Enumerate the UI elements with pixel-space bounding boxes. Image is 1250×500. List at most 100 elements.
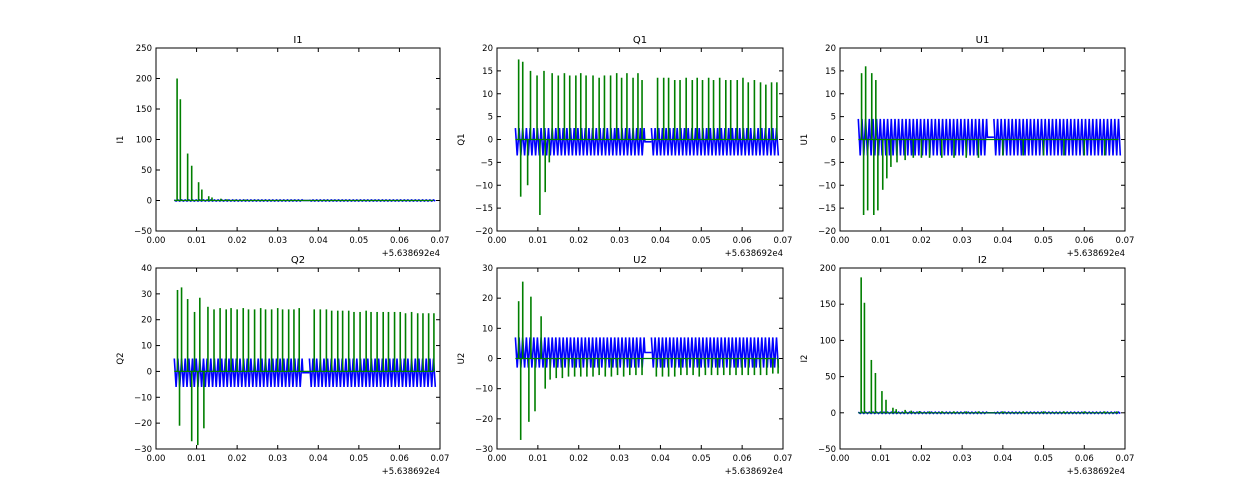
subplot-u2: 0.00 0.01 0.02 0.03 0.04 0.05 0.06 0.07 30 20 10 0 −… (457, 255, 792, 477)
x-tick-label: 0.00 (831, 454, 850, 464)
x-tick-label: 0.07 (774, 236, 793, 246)
y-tick-label: 15 (482, 67, 493, 77)
y-tick-label: 0 (831, 136, 836, 146)
axes-frame (155, 47, 441, 232)
x-tick-label: 0.00 (488, 454, 507, 464)
x-tick-label: 0.02 (912, 454, 931, 464)
y-tick-label: −50 (134, 227, 152, 237)
x-offset-label: +5.638692e4 (382, 249, 440, 259)
y-tick-label: −15 (475, 204, 493, 214)
y-tick-label: −10 (134, 393, 152, 403)
y-tick-label: 20 (141, 316, 152, 326)
series-blue-line (173, 358, 437, 387)
x-offset-label: +5.638692e4 (725, 467, 783, 477)
x-tick-label: 0.02 (569, 236, 588, 246)
y-tick-label: 20 (482, 294, 493, 304)
x-tick-label: 0.05 (692, 236, 711, 246)
y-tick-label: −20 (134, 419, 152, 429)
x-tick-label: 0.05 (692, 454, 711, 464)
x-tick-label: 0.01 (871, 236, 890, 246)
subplot-title: I2 (978, 255, 987, 266)
y-axis-label: I2 (800, 355, 810, 363)
y-axis-label: U1 (800, 134, 810, 146)
subplot-title: I1 (293, 35, 302, 46)
x-tick-label: 0.01 (871, 454, 890, 464)
x-tick-label: 0.04 (651, 454, 670, 464)
series-blue-line (857, 118, 1122, 156)
plot-area (173, 78, 436, 203)
y-tick-label: −10 (475, 385, 493, 395)
series-blue-line (514, 128, 780, 156)
x-tick-label: 0.06 (733, 454, 752, 464)
y-tick-label: 5 (488, 113, 493, 123)
x-tick-label: 0.05 (1034, 236, 1053, 246)
x-tick-label: 0.07 (774, 454, 793, 464)
x-tick-label: 0.00 (488, 236, 507, 246)
x-tick-label: 0.04 (993, 454, 1012, 464)
y-tick-label: 250 (136, 44, 152, 54)
y-tick-label: 200 (136, 75, 152, 85)
x-tick-label: 0.01 (187, 454, 206, 464)
y-axis-label: Q1 (457, 133, 467, 145)
y-axis-label: Q2 (116, 352, 126, 364)
y-tick-label: 150 (136, 105, 152, 115)
series-blue-line (514, 337, 780, 368)
subplot-title: U2 (633, 255, 647, 266)
y-tick-label: 0 (147, 367, 152, 377)
x-tick-label: 0.04 (309, 454, 328, 464)
x-tick-label: 0.07 (1116, 236, 1135, 246)
x-offset-label: +5.638692e4 (725, 249, 783, 259)
x-tick-label: 0.03 (953, 236, 972, 246)
x-tick-label: 0.00 (147, 236, 166, 246)
subplot-q1: 0.00 0.01 0.02 0.03 0.04 0.05 0.06 0.07 20 15 10 5 0… (457, 35, 792, 259)
y-tick-label: −5 (823, 158, 836, 168)
subplot-u1: 0.00 0.01 0.02 0.03 0.04 0.05 0.06 0.07 20 15 10 5 0… (800, 35, 1134, 259)
x-tick-label: 0.03 (953, 454, 972, 464)
y-tick-label: 40 (141, 264, 152, 274)
x-tick-label: 0.06 (1075, 454, 1094, 464)
x-tick-label: 0.07 (431, 236, 450, 246)
y-tick-label: 0 (147, 197, 152, 207)
x-tick-label: 0.05 (349, 236, 368, 246)
x-offset-label: +5.638692e4 (1067, 249, 1125, 259)
y-tick-label: 0 (488, 355, 493, 365)
x-tick-label: 0.03 (268, 454, 287, 464)
y-tick-label: −20 (818, 227, 836, 237)
y-axis-label: I1 (116, 136, 126, 144)
axes-frame (839, 267, 1126, 450)
x-tick-label: 0.04 (993, 236, 1012, 246)
x-tick-label: 0.01 (528, 454, 547, 464)
subplot-title: Q2 (291, 255, 305, 266)
x-tick-label: 0.05 (349, 454, 368, 464)
x-tick-label: 0.06 (390, 236, 409, 246)
y-tick-label: −5 (480, 158, 493, 168)
y-tick-label: −20 (475, 227, 493, 237)
x-tick-label: 0.00 (147, 454, 166, 464)
subplot-title: Q1 (633, 35, 647, 46)
y-tick-label: 10 (825, 90, 836, 100)
x-tick-label: 0.01 (528, 236, 547, 246)
x-tick-label: 0.06 (1075, 236, 1094, 246)
x-tick-label: 0.01 (187, 236, 206, 246)
plot-area (514, 59, 780, 215)
axes-frame (155, 267, 441, 450)
subplot-i1: 0.00 0.01 0.02 0.03 0.04 0.05 0.06 0.07 250 200 15… (116, 35, 449, 259)
y-tick-label: 20 (482, 44, 493, 54)
x-tick-label: 0.00 (831, 236, 850, 246)
plot-area (514, 281, 780, 440)
plot-area (857, 277, 1121, 415)
plot-area (173, 287, 437, 446)
subplot-q2: 0.00 0.01 0.02 0.03 0.04 0.05 0.06 0.07 40 30 20 10… (116, 255, 449, 477)
y-tick-label: 10 (482, 324, 493, 334)
y-tick-label: 30 (482, 264, 493, 274)
x-offset-label: +5.638692e4 (382, 467, 440, 477)
y-tick-label: −30 (134, 445, 152, 455)
y-tick-label: −10 (818, 181, 836, 191)
y-tick-label: −20 (475, 415, 493, 425)
y-tick-label: −15 (818, 204, 836, 214)
y-tick-label: 0 (831, 409, 836, 419)
y-tick-label: 20 (825, 44, 836, 54)
x-tick-label: 0.03 (610, 454, 629, 464)
y-tick-label: 10 (141, 342, 152, 352)
